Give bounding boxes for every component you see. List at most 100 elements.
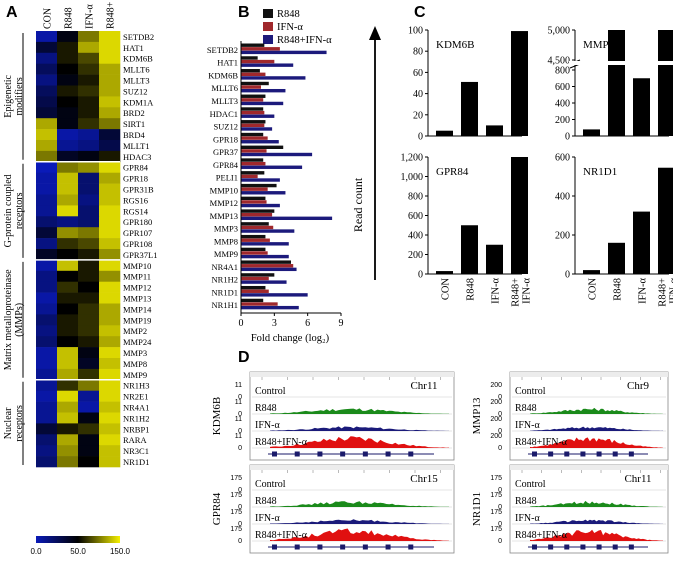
heatmap-cell	[78, 173, 99, 184]
readcount-bar	[583, 270, 600, 274]
heatmap-column-label: R848	[64, 7, 75, 29]
bar-kdm6b-0	[241, 69, 260, 72]
category-label: R848+IFN-α	[658, 278, 673, 307]
group-label-line: Epigenetic	[3, 74, 14, 117]
bar-mmp8-2	[241, 242, 289, 245]
bar-hdac1-2	[241, 115, 274, 118]
bar-mmp13-1	[241, 213, 272, 216]
heatmap-cell	[57, 173, 78, 184]
heatmap-cell	[57, 304, 78, 315]
heatmap-cell	[78, 413, 99, 424]
heatmap-cell	[36, 64, 57, 75]
bar-category-label: MMP12	[210, 198, 238, 208]
heatmap-cell	[99, 325, 120, 336]
panel-d-tracks: Chr11KDM6B110Control110R848110IFN-α110R8…	[211, 372, 668, 553]
heatmap-cell	[99, 336, 120, 347]
bar-mllt3-1	[241, 98, 263, 101]
heatmap-cell	[99, 173, 120, 184]
readcount-bar	[436, 271, 453, 274]
heatmap-cell	[36, 304, 57, 315]
heatmap-row-label: MMP2	[123, 326, 147, 336]
heatmap-row-label: GPR107	[123, 228, 152, 238]
legend-label: IFN-α	[277, 22, 303, 33]
heatmap-row-label: MMP13	[123, 294, 151, 304]
heatmap-column-label: R848+ IFN-α	[106, 0, 117, 29]
bar-mmp12-0	[241, 197, 265, 200]
heatmap-row-label: NR2E1	[123, 392, 149, 402]
bar-category-label: SUZ12	[213, 122, 238, 132]
category-label-line: IFN-α	[638, 278, 649, 304]
heatmap-cell	[99, 456, 120, 467]
gene-exon	[629, 452, 634, 457]
heatmap-row-label: MLLT6	[123, 65, 150, 75]
category-label: CON	[441, 278, 452, 301]
category-label-line: CON	[441, 278, 452, 301]
readcount-bar	[583, 129, 600, 136]
heatmap-cell	[78, 42, 99, 53]
ruler-bar	[510, 372, 668, 377]
bar-mmp9-2	[241, 255, 289, 258]
heatmap-cell	[57, 42, 78, 53]
heatmap-cell	[36, 162, 57, 173]
track-axis-max: 11	[235, 433, 242, 440]
readcount-bar	[658, 168, 673, 274]
heatmap-column-label: IFN-α	[85, 4, 96, 29]
y-tick-label: 0	[565, 270, 570, 281]
track-gpr84: Chr15GPR841750Control1750R8481750IFN-α17…	[211, 465, 454, 553]
heatmap-cell	[36, 336, 57, 347]
bar-mllt3-0	[241, 95, 265, 98]
heatmap-cell	[57, 456, 78, 467]
heatmap-cell	[57, 96, 78, 107]
heatmap-cell	[57, 380, 78, 391]
heatmap-cell	[78, 434, 99, 445]
heatmap-cell	[36, 347, 57, 358]
bar-mllt6-1	[241, 85, 261, 88]
heatmap-cell	[36, 195, 57, 206]
heatmap-row-label: HDAC3	[123, 152, 151, 162]
gene-exon	[580, 545, 585, 550]
legend-swatch	[263, 22, 273, 31]
heatmap-cell	[99, 434, 120, 445]
heatmap-row-label: NR1D1	[123, 457, 149, 467]
heatmap-cell	[78, 456, 99, 467]
y-tick-label: 200	[408, 250, 423, 261]
gene-exon	[408, 452, 413, 457]
track-axis-max: 175	[230, 475, 242, 482]
bar-nr4a1-0	[241, 260, 291, 263]
track-row-label: R848+IFN-α	[515, 437, 568, 448]
bar-category-label: NR1H1	[212, 300, 238, 310]
y-tick-label: 800	[555, 66, 570, 77]
heatmap-cell	[99, 195, 120, 206]
gene-exon	[597, 545, 602, 550]
heatmap-cell	[99, 304, 120, 315]
heatmap-cell	[36, 314, 57, 325]
gene-label: MMP13	[471, 397, 483, 434]
readcount-bar	[633, 78, 650, 136]
gene-exon	[597, 452, 602, 457]
heatmap-cell	[99, 358, 120, 369]
heatmap-cell	[78, 293, 99, 304]
heatmap-row-label: GPR84	[123, 163, 149, 173]
heatmap-cell	[78, 347, 99, 358]
heatmap-cell	[57, 369, 78, 380]
track-row-label: R848	[515, 403, 537, 414]
heatmap-cell	[99, 271, 120, 282]
heatmap-cell	[57, 347, 78, 358]
heatmap-row-label: NR1H2	[123, 413, 149, 423]
bar-nr1h1-2	[241, 306, 299, 309]
heatmap-row-label: GPR180	[123, 217, 152, 227]
bar-nr1h2-0	[241, 273, 274, 276]
gene-label: GPR84	[211, 492, 223, 525]
heatmap-cell	[78, 140, 99, 151]
category-label-line: R848+	[511, 278, 522, 307]
category-label-line: CON	[588, 278, 599, 301]
axis-break-gap	[569, 61, 581, 65]
readcount-bar	[658, 30, 673, 136]
bar-nr4a1-1	[241, 264, 293, 267]
y-tick-label: 0	[565, 132, 570, 143]
heatmap-cell	[78, 64, 99, 75]
heatmap-cell	[99, 118, 120, 129]
gene-exon	[564, 545, 569, 550]
bar-category-label: GPR84	[213, 160, 239, 170]
